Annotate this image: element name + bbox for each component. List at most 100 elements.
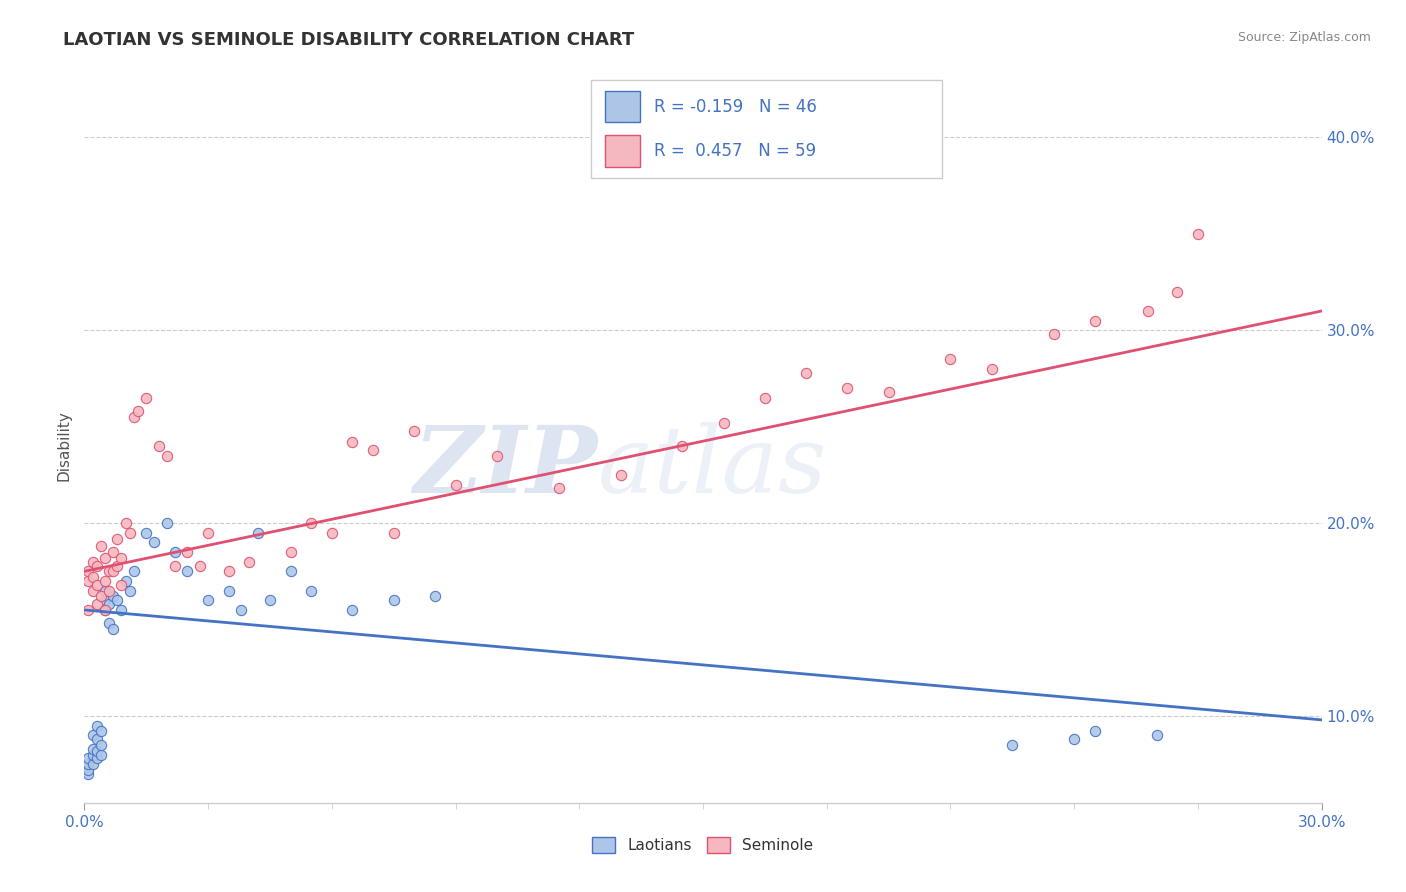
Point bbox=[342, 603, 364, 617]
Point bbox=[135, 525, 157, 540]
Point bbox=[86, 719, 108, 733]
Point bbox=[90, 590, 112, 604]
Point bbox=[165, 545, 187, 559]
Point bbox=[485, 449, 508, 463]
Point bbox=[238, 555, 260, 569]
Point bbox=[105, 558, 128, 573]
Point bbox=[90, 747, 112, 762]
Point bbox=[609, 467, 631, 482]
Point bbox=[939, 352, 962, 367]
Point bbox=[229, 603, 252, 617]
Point bbox=[77, 767, 100, 781]
Point bbox=[77, 763, 100, 777]
Point bbox=[82, 747, 104, 762]
Point bbox=[77, 757, 100, 772]
Point bbox=[713, 416, 735, 430]
Point bbox=[1084, 313, 1107, 327]
Point bbox=[94, 583, 117, 598]
Point bbox=[404, 424, 426, 438]
Point bbox=[794, 366, 817, 380]
Point bbox=[382, 525, 405, 540]
Point bbox=[1166, 285, 1188, 299]
Point bbox=[122, 565, 145, 579]
Point bbox=[837, 381, 859, 395]
Point bbox=[197, 525, 219, 540]
Point bbox=[98, 565, 121, 579]
Point bbox=[86, 744, 108, 758]
Point bbox=[754, 391, 776, 405]
Text: LAOTIAN VS SEMINOLE DISABILITY CORRELATION CHART: LAOTIAN VS SEMINOLE DISABILITY CORRELATI… bbox=[63, 31, 634, 49]
Point bbox=[218, 565, 240, 579]
Point bbox=[90, 724, 112, 739]
Point bbox=[1001, 738, 1024, 752]
Legend: Laotians, Seminole: Laotians, Seminole bbox=[586, 831, 820, 859]
Point bbox=[114, 574, 136, 588]
Point bbox=[86, 558, 108, 573]
Text: atlas: atlas bbox=[598, 423, 827, 512]
Point bbox=[90, 539, 112, 553]
Point bbox=[299, 583, 322, 598]
FancyBboxPatch shape bbox=[591, 80, 942, 178]
Point bbox=[94, 603, 117, 617]
Point bbox=[280, 545, 302, 559]
Point bbox=[94, 574, 117, 588]
Point bbox=[176, 565, 198, 579]
Point bbox=[1084, 724, 1107, 739]
Point bbox=[82, 757, 104, 772]
Point bbox=[1042, 327, 1064, 342]
Point bbox=[299, 516, 322, 530]
Point bbox=[1187, 227, 1209, 241]
Point bbox=[197, 593, 219, 607]
Point bbox=[188, 558, 211, 573]
Point bbox=[156, 449, 179, 463]
Bar bbox=[605, 136, 640, 167]
Point bbox=[110, 603, 132, 617]
Point bbox=[86, 597, 108, 611]
Point bbox=[1063, 732, 1085, 747]
Point bbox=[103, 565, 125, 579]
Point bbox=[98, 583, 121, 598]
Point bbox=[114, 516, 136, 530]
Point bbox=[77, 603, 100, 617]
Point bbox=[1137, 304, 1160, 318]
Point bbox=[110, 550, 132, 565]
Point bbox=[259, 593, 281, 607]
Point bbox=[103, 545, 125, 559]
Point bbox=[77, 751, 100, 765]
Point bbox=[118, 525, 141, 540]
Point bbox=[77, 574, 100, 588]
Point bbox=[118, 583, 141, 598]
Point bbox=[122, 410, 145, 425]
Point bbox=[110, 578, 132, 592]
Point bbox=[361, 442, 384, 457]
Point bbox=[103, 590, 125, 604]
Point bbox=[105, 593, 128, 607]
Point bbox=[382, 593, 405, 607]
Point bbox=[98, 616, 121, 631]
Point bbox=[342, 435, 364, 450]
Point bbox=[165, 558, 187, 573]
Point bbox=[82, 583, 104, 598]
Point bbox=[547, 482, 569, 496]
Point bbox=[218, 583, 240, 598]
Point bbox=[877, 384, 900, 399]
Point bbox=[103, 622, 125, 636]
Point bbox=[94, 603, 117, 617]
Point bbox=[980, 362, 1002, 376]
Point bbox=[143, 535, 166, 549]
Point bbox=[94, 550, 117, 565]
Point bbox=[86, 732, 108, 747]
Point bbox=[98, 597, 121, 611]
Point bbox=[82, 728, 104, 742]
Point bbox=[82, 555, 104, 569]
Point bbox=[156, 516, 179, 530]
Point bbox=[82, 741, 104, 756]
Text: ZIP: ZIP bbox=[413, 423, 598, 512]
Point bbox=[280, 565, 302, 579]
Point bbox=[423, 590, 446, 604]
Point bbox=[82, 570, 104, 584]
Point bbox=[321, 525, 343, 540]
Point bbox=[86, 578, 108, 592]
Point bbox=[246, 525, 269, 540]
Point bbox=[135, 391, 157, 405]
